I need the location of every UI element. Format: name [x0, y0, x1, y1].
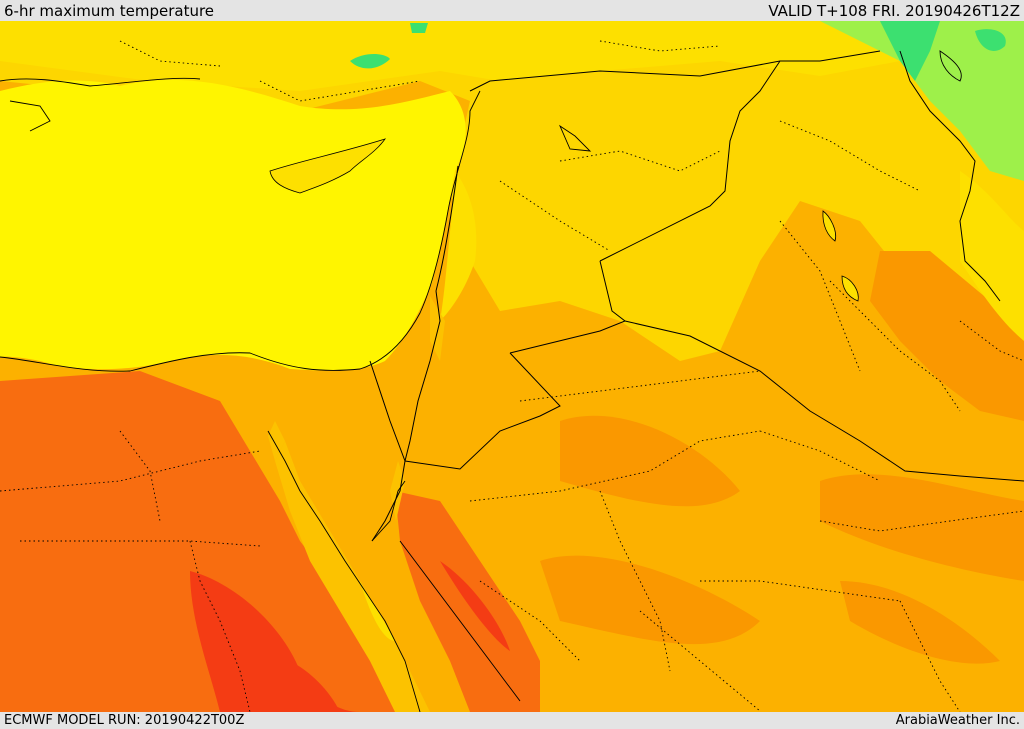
admin-boundaries [0, 40, 1024, 712]
northeast-green-zone [820, 21, 1024, 181]
title-bar: 6-hr maximum temperature VALID T+108 FRI… [0, 0, 1024, 21]
red-sea [275, 441, 430, 712]
map-title: 6-hr maximum temperature [4, 2, 215, 20]
credit-label: ArabiaWeather Inc. [895, 713, 1020, 728]
northeast-bright-green [880, 21, 940, 81]
north-yellow-band [0, 21, 1024, 91]
coastlines [0, 50, 962, 712]
mediterranean-sea [0, 79, 466, 371]
cyprus-island [269, 138, 387, 194]
model-run-label: ECMWF MODEL RUN: 20190422T00Z [4, 713, 245, 728]
gulf-light-zone [960, 171, 1024, 341]
iraq-orange-zone [870, 251, 1024, 421]
valid-time-label: VALID T+108 FRI. 20190426T12Z [768, 2, 1020, 20]
egypt-hottest [190, 571, 360, 712]
country-borders [369, 50, 1024, 542]
footer-bar: ECMWF MODEL RUN: 20190422T00Z ArabiaWeat… [0, 712, 1024, 729]
temperature-map[interactable] [0, 21, 1024, 712]
